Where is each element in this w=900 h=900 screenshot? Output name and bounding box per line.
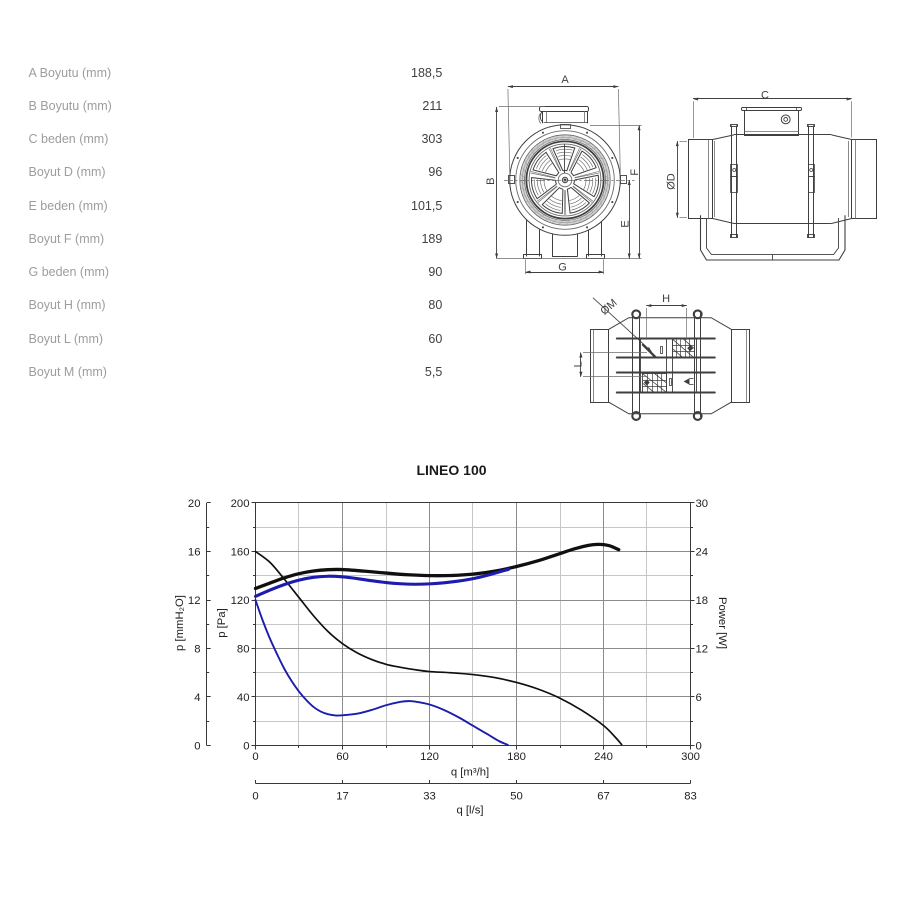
svg-text:120: 120 xyxy=(420,751,439,763)
svg-text:0: 0 xyxy=(243,741,249,753)
svg-text:18: 18 xyxy=(696,595,709,607)
svg-text:17: 17 xyxy=(336,790,349,802)
svg-text:q [m³/h]: q [m³/h] xyxy=(451,767,489,779)
svg-text:ØD: ØD xyxy=(665,173,677,190)
svg-text:20: 20 xyxy=(188,498,201,510)
svg-text:80: 80 xyxy=(237,644,250,656)
svg-text:50: 50 xyxy=(510,790,523,802)
svg-text:83: 83 xyxy=(684,790,697,802)
svg-text:16: 16 xyxy=(188,547,201,559)
svg-text:6: 6 xyxy=(696,692,702,704)
svg-text:0: 0 xyxy=(194,741,200,753)
svg-text:160: 160 xyxy=(231,547,250,559)
svg-text:8: 8 xyxy=(194,644,200,656)
svg-text:0: 0 xyxy=(696,741,702,753)
svg-text:33: 33 xyxy=(423,790,436,802)
svg-text:60: 60 xyxy=(336,751,349,763)
svg-text:12: 12 xyxy=(188,595,201,607)
svg-text:B: B xyxy=(485,178,497,185)
svg-text:24: 24 xyxy=(696,547,709,559)
svg-text:67: 67 xyxy=(597,790,610,802)
svg-text:0: 0 xyxy=(252,751,258,763)
svg-text:4: 4 xyxy=(194,692,200,704)
svg-text:A: A xyxy=(561,74,569,86)
svg-text:180: 180 xyxy=(507,751,526,763)
svg-text:C: C xyxy=(761,89,769,101)
svg-text:p [Pa]: p [Pa] xyxy=(216,608,228,638)
svg-text:G: G xyxy=(558,261,567,273)
svg-text:40: 40 xyxy=(237,692,250,704)
svg-text:0: 0 xyxy=(252,790,258,802)
svg-text:200: 200 xyxy=(231,498,250,510)
svg-text:30: 30 xyxy=(696,498,709,510)
svg-text:ØM: ØM xyxy=(598,297,619,318)
svg-text:q [l/s]: q [l/s] xyxy=(457,804,484,816)
svg-text:300: 300 xyxy=(681,751,700,763)
svg-text:E: E xyxy=(619,220,631,227)
svg-text:H: H xyxy=(662,293,670,305)
svg-text:p [mmH₂O]: p [mmH₂O] xyxy=(174,595,186,651)
svg-text:LINEO 100: LINEO 100 xyxy=(416,462,486,478)
svg-text:L: L xyxy=(572,361,584,367)
svg-text:120: 120 xyxy=(231,595,250,607)
svg-text:240: 240 xyxy=(594,751,613,763)
svg-text:12: 12 xyxy=(696,644,709,656)
svg-text:Power [W]: Power [W] xyxy=(716,597,728,649)
svg-text:F: F xyxy=(629,169,641,176)
